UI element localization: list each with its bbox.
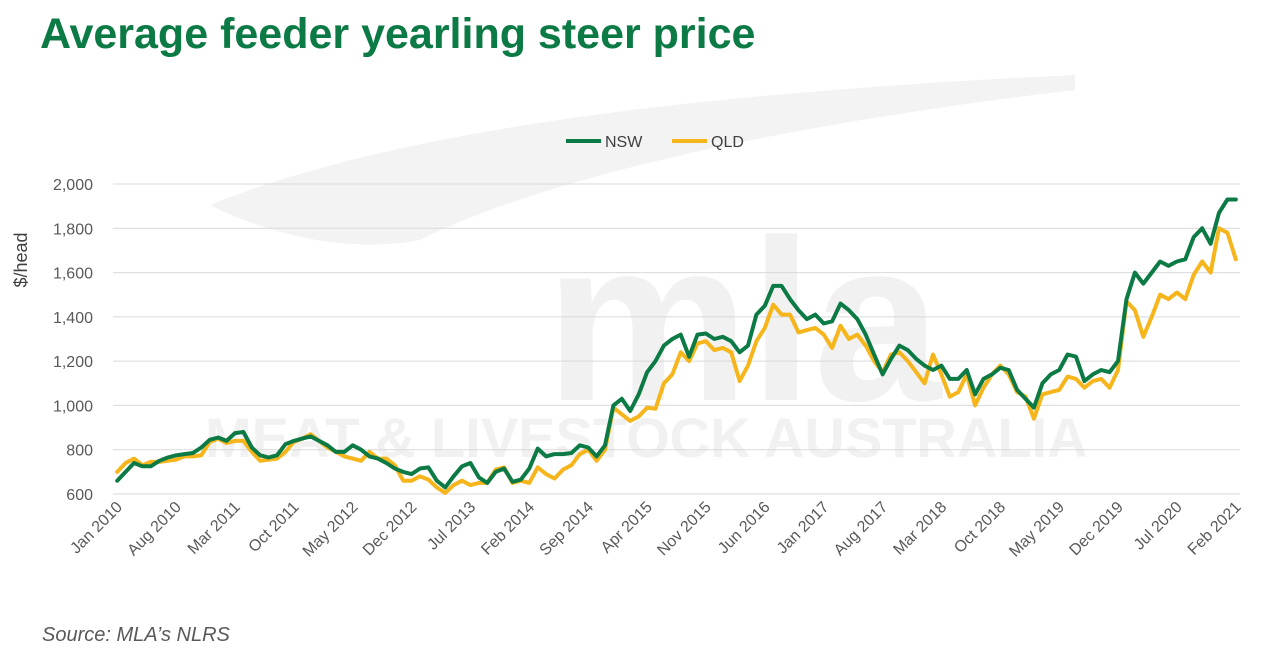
y-tick-label: 800 <box>66 443 93 460</box>
legend: NSW QLD <box>566 134 744 151</box>
x-tick-label: Apr 2015 <box>598 499 656 557</box>
source-note: Source: MLA’s NLRS <box>42 624 230 646</box>
x-tick-label: Feb 2021 <box>1185 499 1245 559</box>
legend-label-qld: QLD <box>711 134 744 151</box>
y-tick-label: 1,800 <box>53 221 93 238</box>
y-tick-label: 600 <box>66 487 93 504</box>
x-tick-label: Jan 2010 <box>67 499 126 558</box>
y-axis-title: $/head <box>11 232 31 287</box>
page-title: Average feeder yearling steer price <box>40 10 756 58</box>
legend-label-nsw: NSW <box>605 134 643 151</box>
watermark-tagline: MEAT & LIVESTOCK AUSTRALIA <box>205 406 1088 469</box>
x-tick-label: Mar 2018 <box>890 499 950 559</box>
series-lines <box>115 197 1238 495</box>
y-tick-label: 1,000 <box>53 398 93 415</box>
x-tick-label: Jul 2020 <box>1131 499 1186 554</box>
y-tick-label: 2,000 <box>53 177 93 194</box>
y-tick-label: 1,400 <box>53 310 93 327</box>
x-tick-label: Dec 2019 <box>1066 499 1127 560</box>
line-chart: mla MEAT & LIVESTOCK AUSTRALIA 600 800 1,0… <box>11 75 1245 561</box>
x-tick-label: Aug 2017 <box>831 499 892 560</box>
x-tick-label: Oct 2018 <box>951 499 1009 557</box>
mla-watermark: mla MEAT & LIVESTOCK AUSTRALIA <box>205 75 1088 469</box>
x-tick-label: Jul 2013 <box>424 499 479 554</box>
x-tick-label: Jan 2017 <box>774 499 833 558</box>
y-axis-tick-labels: 600 800 1,000 1,200 1,400 1,600 1,800 2,000 <box>53 177 93 504</box>
y-tick-label: 1,200 <box>53 354 93 371</box>
x-tick-label: Sep 2014 <box>537 499 598 560</box>
x-tick-label: Nov 2015 <box>654 499 715 560</box>
series-line-nsw <box>115 197 1238 490</box>
x-tick-label: Feb 2014 <box>478 499 538 559</box>
x-tick-label: Jun 2016 <box>715 499 774 558</box>
x-tick-label: Aug 2010 <box>124 499 185 560</box>
x-tick-label: May 2019 <box>1006 499 1068 561</box>
y-tick-label: 1,600 <box>53 266 93 283</box>
x-tick-label: Oct 2011 <box>246 499 303 556</box>
x-tick-label: May 2012 <box>300 499 362 561</box>
x-tick-label: Dec 2012 <box>360 499 421 560</box>
x-tick-label: Mar 2011 <box>185 499 244 558</box>
